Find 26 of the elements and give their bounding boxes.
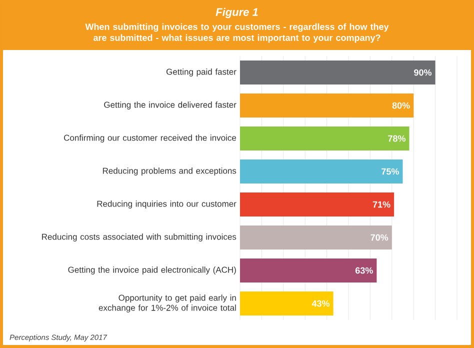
bar: [240, 258, 377, 282]
y-tick-label: Getting the invoice paid electronically (ACH): [68, 266, 236, 274]
y-tick-label: Getting paid faster: [166, 68, 236, 76]
bar: [240, 126, 410, 150]
bar: [240, 192, 394, 216]
data-label: 80%: [392, 102, 410, 109]
data-label: 78%: [388, 135, 406, 142]
y-tick-label: Getting the invoice delivered faster: [104, 102, 236, 110]
data-label: 71%: [372, 201, 390, 208]
y-tick-label: Reducing costs associated with submitting invoices: [42, 234, 236, 242]
chart-title: Figure 1: [216, 8, 258, 18]
data-label: 90%: [414, 69, 432, 76]
bar: [240, 94, 414, 118]
data-label: 63%: [355, 267, 373, 274]
chart-subtitle: When submitting invoices to your customers - regardless of how they are submitted - what issues are most important to your company?: [85, 23, 389, 43]
bar: [240, 225, 392, 250]
y-tick-label: Confirming our customer received the invoice: [64, 134, 236, 142]
bar: [240, 60, 436, 85]
data-label: 75%: [382, 168, 399, 175]
bar: [240, 160, 403, 184]
data-label: 43%: [312, 300, 330, 307]
y-tick-label: Reducing problems and exceptions: [102, 168, 236, 176]
y-tick-label: Opportunity to get paid early in exchange for 1%-2% of invoice total: [98, 294, 236, 312]
bar: [240, 291, 334, 316]
data-label: 70%: [370, 234, 388, 241]
y-tick-label: Reducing inquiries into our customer: [97, 200, 236, 208]
